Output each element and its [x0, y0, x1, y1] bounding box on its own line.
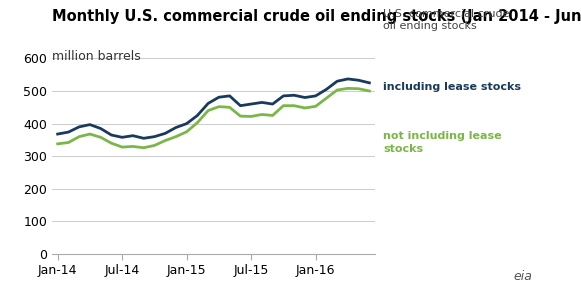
Text: eia: eia [514, 270, 532, 283]
Text: million barrels: million barrels [52, 50, 141, 63]
Text: including lease stocks: including lease stocks [383, 82, 522, 92]
Text: Monthly U.S. commercial crude oil ending stocks (Jan 2014 - Jun 2016): Monthly U.S. commercial crude oil ending… [52, 9, 581, 24]
Text: not including lease
stocks: not including lease stocks [383, 131, 502, 154]
Text: U.S. commercial crude
oil ending stocks: U.S. commercial crude oil ending stocks [383, 9, 510, 31]
